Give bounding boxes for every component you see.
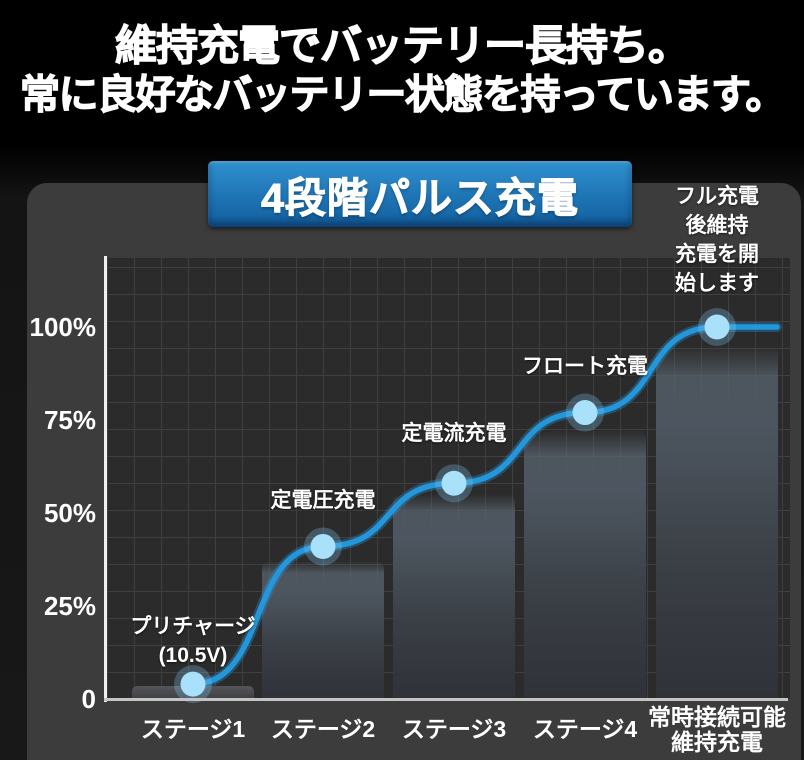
chart-title-text: 4段階パルス充電 bbox=[261, 175, 579, 222]
data-point-dot bbox=[572, 400, 598, 426]
y-tick-label: 50% bbox=[43, 498, 96, 528]
y-tick-label: 100% bbox=[29, 312, 97, 342]
plot-area bbox=[107, 258, 790, 704]
point-annotation: 定電流充電 bbox=[401, 422, 507, 446]
y-tick-label: 75% bbox=[43, 405, 96, 435]
x-axis-label: ステージ2 bbox=[270, 716, 376, 742]
point-annotation: 定電圧充電 bbox=[270, 489, 376, 513]
x-axis-label: 常時接続可能 維持充電 bbox=[648, 704, 786, 756]
stage-bar bbox=[262, 561, 384, 699]
charge-curve-svg bbox=[174, 308, 782, 704]
data-point-dot bbox=[180, 671, 206, 697]
title-line-1: 維持充電でバッテリー長持ち。 bbox=[114, 21, 690, 69]
title-line-2: 常に良好なバッテリー状態を持っています。 bbox=[19, 73, 786, 118]
y-tick-label: 25% bbox=[43, 591, 96, 621]
y-tick-label: 0 bbox=[81, 684, 96, 714]
x-axis-label: ステージ4 bbox=[532, 716, 638, 742]
data-point-dot bbox=[704, 314, 730, 340]
stage-bar bbox=[656, 345, 778, 699]
x-axis-label: ステージ3 bbox=[401, 716, 507, 742]
point-annotation: フル充電後維持 充電を開始します bbox=[675, 185, 759, 296]
stage-bar bbox=[524, 431, 646, 699]
stage-bar bbox=[393, 494, 515, 699]
x-axis-line bbox=[104, 698, 788, 701]
point-annotation: プリチャージ (10.5V) bbox=[130, 615, 256, 668]
data-point-dot bbox=[441, 470, 467, 496]
y-axis-line bbox=[104, 256, 107, 702]
point-annotation: フロート充電 bbox=[522, 354, 648, 378]
x-axis-label: ステージ1 bbox=[140, 716, 246, 742]
chart-title-banner: 4段階パルス充電 bbox=[208, 161, 632, 227]
data-point-dot bbox=[310, 533, 336, 559]
page-title: 維持充電でバッテリー長持ち。 常に良好なバッテリー状態を持っています。 bbox=[0, 20, 804, 120]
